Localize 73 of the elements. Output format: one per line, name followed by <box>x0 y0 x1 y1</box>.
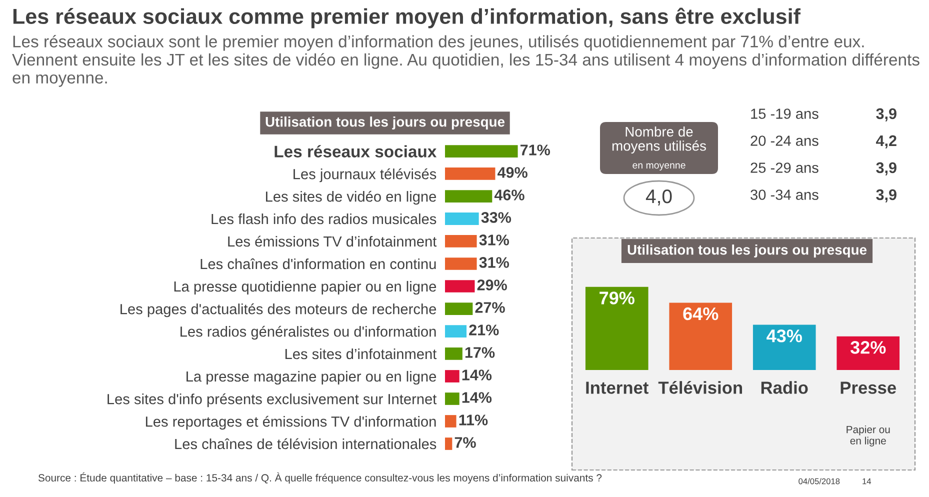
text: 04/05/2018 <box>798 478 840 484</box>
data-label: 71% <box>520 144 550 156</box>
x-tick-label: Télévision <box>658 380 742 394</box>
x-tick-label: Presse <box>840 382 896 394</box>
data-label: 14% <box>462 392 492 403</box>
data-label: 33% <box>481 212 512 223</box>
y-tick-label: Les pages d'actualités des moteurs de recherche <box>120 303 436 318</box>
bar <box>445 348 462 360</box>
text: Utilisation tous les jours ou presque <box>266 116 505 130</box>
data-label: 3,9 <box>876 189 896 202</box>
bar <box>752 324 816 370</box>
chart-title: Les réseaux sociaux comme premier moyen d’information, sans être exclusif <box>13 8 801 28</box>
x-tick-label: Internet <box>586 382 648 394</box>
bar <box>445 258 477 270</box>
bar <box>445 280 475 292</box>
bar <box>445 212 479 225</box>
y-tick-label: Les radios généralistes ou d'information <box>180 326 436 340</box>
y-tick-label: Les chaînes de télévision internationales <box>175 438 436 450</box>
y-tick-label: La presse magazine papier ou en ligne <box>186 370 436 385</box>
category-label: 30 -34 ans <box>750 190 818 200</box>
bar <box>445 370 460 382</box>
bar <box>445 168 496 180</box>
category-label: 15 -19 ans <box>751 108 818 119</box>
data-label: 46% <box>494 190 524 200</box>
bar <box>445 302 473 315</box>
data-label: 14% <box>462 370 492 380</box>
data-label: 4,2 <box>876 135 896 148</box>
y-tick-label: Les sites d’infotainment <box>285 348 437 360</box>
data-label: 64% <box>683 307 718 320</box>
bar <box>445 235 477 248</box>
y-tick-label: Les chaînes d'information en continu <box>200 258 436 270</box>
y-tick-label: Les sites d'info présents exclusivement sur Internet <box>108 393 437 408</box>
bar <box>445 145 518 158</box>
chart-title: Utilisation tous les jours ou presque <box>628 244 867 258</box>
text: Papier ou en ligne <box>846 426 890 446</box>
chart-subtitle: Les réseaux sociaux sont le premier moyen d’information des jeunes, utilisés quotidiennement par 71% d’entre eux. Viennent ensuite les JT et les sites de vidéo en ligne. Au quotidien, les 15-34 ans utilisent 4 moyens d’information différents en moyenne. <box>12 35 920 87</box>
category-label: 25 -29 ans <box>750 162 818 173</box>
bar <box>445 190 492 202</box>
text: 4,0 <box>646 189 672 206</box>
y-tick-label: Les sites de vidéo en ligne <box>266 190 436 205</box>
bar <box>836 336 900 370</box>
data-label: 43% <box>766 329 802 342</box>
data-label: 31% <box>479 234 510 246</box>
data-label: 29% <box>477 280 507 290</box>
y-tick-label: Les flash info des radios musicales <box>212 213 436 224</box>
data-label: 17% <box>465 347 495 358</box>
bar <box>585 286 648 370</box>
bar <box>445 438 452 450</box>
y-tick-label: Les réseaux sociaux <box>274 145 437 158</box>
data-label: 21% <box>469 324 499 336</box>
text: en moyenne <box>632 163 686 171</box>
data-label: 3,9 <box>876 108 896 122</box>
x-tick-label: Radio <box>761 381 808 394</box>
text: Nombre de moyens utilisés <box>612 126 706 154</box>
data-label: 27% <box>475 302 505 313</box>
bar <box>669 302 732 370</box>
data-label: 79% <box>600 292 634 304</box>
data-label: 3,9 <box>876 162 896 176</box>
data-label: 11% <box>459 414 488 426</box>
source-note: Source : Étude quantitative – base : 15-34 ans / Q. À quelle fréquence consultez-vous les moyens d’information suivants ? <box>38 472 602 484</box>
data-label: 31% <box>479 257 510 268</box>
category-label: 20 -24 ans <box>750 136 818 146</box>
data-label: 32% <box>850 341 886 354</box>
text: 14 <box>862 478 872 484</box>
y-tick-label: La presse quotidienne papier ou en ligne <box>174 280 436 295</box>
y-tick-label: Les journaux télévisés <box>294 168 436 182</box>
y-tick-label: Les émissions TV d’infotainment <box>228 236 437 247</box>
data-label: 49% <box>498 167 528 178</box>
bar <box>445 392 460 405</box>
data-label: 7% <box>454 437 476 448</box>
bar <box>445 415 456 428</box>
y-tick-label: Les reportages et émissions TV d'information <box>146 416 436 430</box>
bar <box>445 325 467 338</box>
